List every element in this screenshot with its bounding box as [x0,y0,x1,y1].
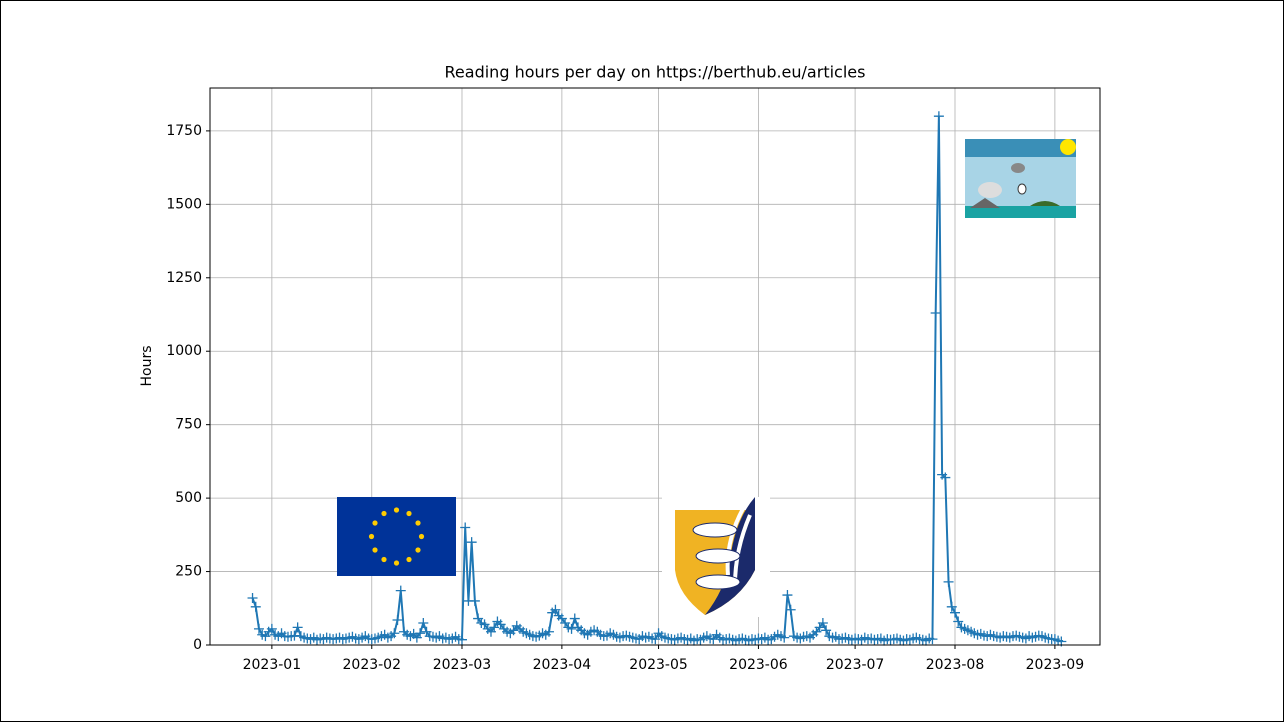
data-point [456,634,467,645]
climate-diagram-image [965,139,1076,218]
x-tick-label: 2023-08 [926,657,985,673]
data-point [927,634,938,645]
data-point [933,111,944,122]
data-point [821,625,832,636]
y-axis-label: Hours [139,345,155,386]
x-tick-label: 2023-07 [826,657,885,673]
x-tick-label: 2023-06 [729,657,788,673]
data-point [415,628,426,639]
data-point [943,576,954,587]
data-point [543,626,554,637]
data-point [953,616,964,627]
x-tick-label: 2023-03 [433,657,492,673]
y-tick-label: 250 [175,564,202,580]
y-tick-label: 1000 [166,343,202,359]
data-point [569,613,580,624]
data-point [247,592,258,603]
data-point [946,601,957,612]
axes-frame [209,87,1101,646]
data-point [292,622,303,633]
chart-title: Reading hours per day on https://berthub… [445,63,866,82]
y-tick-label: 500 [175,490,202,506]
y-tick-label: 1750 [166,123,202,139]
x-tick-label: 2023-02 [343,657,402,673]
data-point [395,585,406,596]
y-tick-label: 0 [193,637,202,653]
data-point [469,595,480,606]
x-tick-label: 2023-01 [243,657,302,673]
data-point [266,623,277,634]
data-point [550,604,561,615]
data-point [779,632,790,643]
data-point [253,623,264,634]
plot-area: 0 250 500 750 1000 1250 1500 1750 2023-01 2023-02… [166,87,1101,673]
data-point [389,628,400,639]
data-point [650,634,661,645]
data-point [466,537,477,548]
x-tick-label: 2023-09 [1026,657,1085,673]
eu-flag-image [337,497,456,576]
coat-of-arms-image [662,497,770,617]
y-tick-label: 1500 [166,196,202,212]
data-point [817,617,828,628]
data-point [949,607,960,618]
data-point [489,622,500,633]
data-point [782,590,793,601]
data-point [940,472,951,483]
x-tick-label: 2023-04 [533,657,592,673]
y-tick-label: 750 [175,417,202,433]
data-point [930,308,941,319]
x-tick-label: 2023-05 [629,657,688,673]
data-point [418,617,429,628]
data-point [392,615,403,626]
data-point [566,623,577,634]
data-point [460,522,471,533]
data-point [250,601,261,612]
y-tick-label: 1250 [166,270,202,286]
data-point [785,604,796,615]
